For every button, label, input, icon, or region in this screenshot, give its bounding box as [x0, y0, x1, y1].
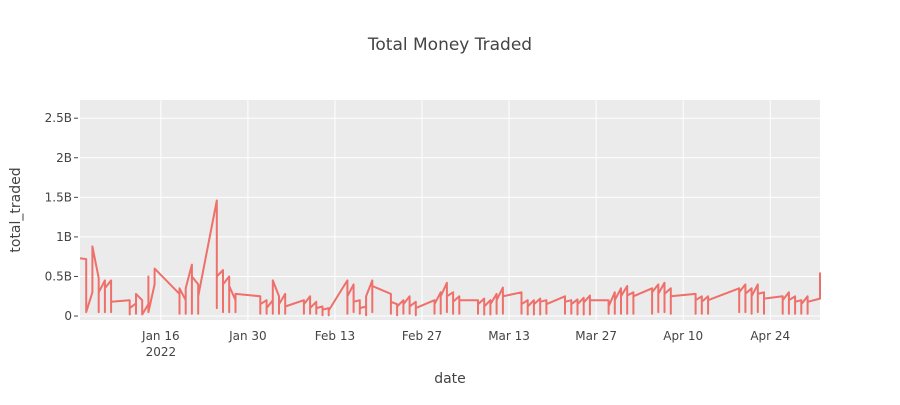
x-tick-label: Jan 30: [228, 329, 267, 343]
y-tick-label: 0.5B: [45, 269, 72, 283]
x-tick-label: Apr 10: [663, 329, 703, 343]
x-tick-label: Feb 27: [402, 329, 442, 343]
series-line: [79, 199, 821, 317]
y-tick-label: 0: [64, 309, 72, 323]
x-tick-label: Mar 13: [488, 329, 530, 343]
x-axis-title: date: [434, 371, 466, 387]
y-axis-ticks: 0 0.5B 1B 1.5B 2B 2.5B: [45, 111, 78, 323]
x-axis-ticks: Jan 16 2022 Jan 30 Feb 13 Feb 27 Mar 13 Mar 27…: [141, 329, 790, 359]
chart-title: Total Money Traded: [367, 35, 532, 55]
x-tick-label: Apr 24: [750, 329, 790, 343]
x-tick-label: Mar 27: [575, 329, 617, 343]
x-tick-label: Jan 16: [141, 329, 180, 343]
y-tick-label: 2.5B: [45, 111, 72, 125]
x-tick-label: Feb 13: [315, 329, 355, 343]
y-tick-label: 1B: [56, 230, 72, 244]
y-tick-label: 1.5B: [45, 190, 72, 204]
series-layer: [79, 199, 821, 317]
plot-background: [80, 100, 820, 320]
x-tick-sublabel: 2022: [146, 345, 177, 359]
y-tick-label: 2B: [56, 151, 72, 165]
y-axis-title: total_traded: [8, 167, 24, 252]
grid: [80, 100, 820, 320]
